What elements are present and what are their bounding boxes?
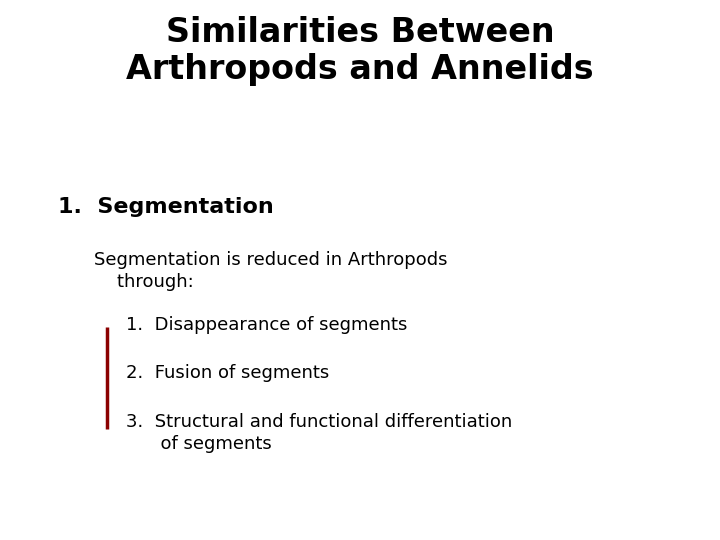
Text: 2.  Fusion of segments: 2. Fusion of segments xyxy=(126,364,329,382)
Text: Similarities Between
Arthropods and Annelids: Similarities Between Arthropods and Anne… xyxy=(126,16,594,86)
Text: 1.  Disappearance of segments: 1. Disappearance of segments xyxy=(126,316,408,334)
Text: 1.  Segmentation: 1. Segmentation xyxy=(58,197,274,217)
Text: Segmentation is reduced in Arthropods
    through:: Segmentation is reduced in Arthropods th… xyxy=(94,251,447,291)
Text: 3.  Structural and functional differentiation
      of segments: 3. Structural and functional differentia… xyxy=(126,413,512,453)
